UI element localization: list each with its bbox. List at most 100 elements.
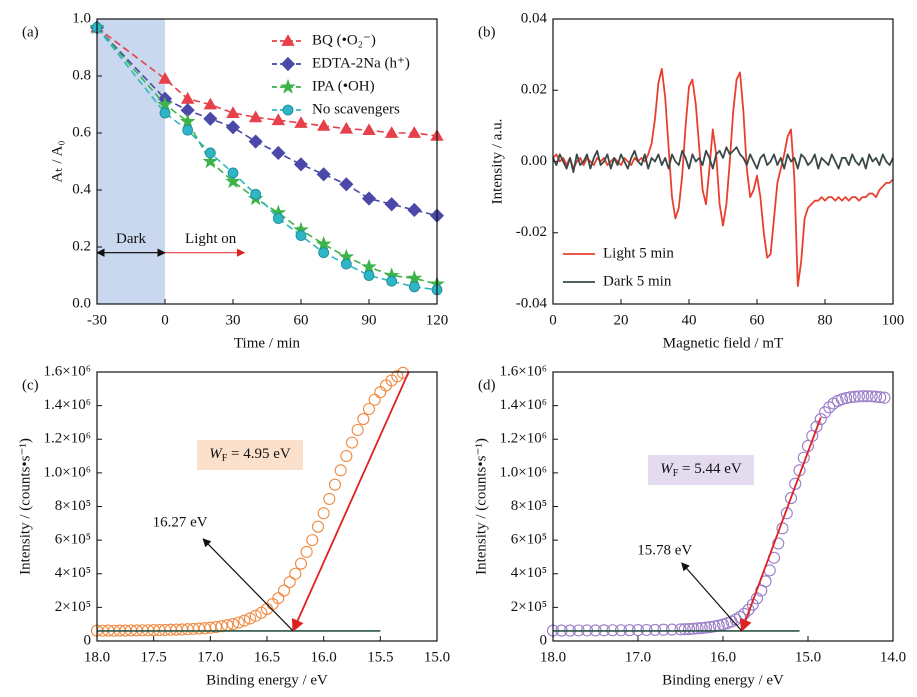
y-tick-label: 1.4×10⁶ bbox=[500, 397, 547, 413]
y-tick-label: 1.2×10⁶ bbox=[500, 431, 547, 447]
y-tick-label: 1.0×10⁶ bbox=[44, 464, 91, 480]
x-tick-label: 15.0 bbox=[795, 649, 821, 665]
cutoff-label: 16.27 eV bbox=[153, 514, 208, 530]
y-tick-label: 1.4×10⁶ bbox=[44, 397, 91, 413]
marker bbox=[248, 110, 263, 123]
y-tick-label: -0.04 bbox=[516, 295, 548, 311]
marker bbox=[318, 247, 330, 259]
marker bbox=[295, 230, 307, 242]
marker bbox=[316, 167, 331, 182]
series-line bbox=[552, 146, 894, 174]
legend-label: Light 5 min bbox=[603, 245, 674, 261]
data-point bbox=[357, 413, 370, 426]
data-point bbox=[878, 391, 891, 404]
y-tick-label: 8×10⁵ bbox=[511, 498, 547, 514]
marker bbox=[248, 134, 263, 149]
panel-label: (c) bbox=[22, 377, 39, 393]
marker bbox=[157, 96, 173, 112]
data-point bbox=[691, 622, 704, 635]
work-function-box bbox=[648, 455, 754, 485]
legend-label: EDTA-2Na (h⁺) bbox=[312, 55, 410, 71]
data-point bbox=[814, 413, 827, 426]
data-point bbox=[657, 623, 670, 636]
x-tick-label: 100 bbox=[882, 312, 905, 328]
marker bbox=[227, 167, 239, 179]
marker bbox=[293, 157, 309, 172]
y-tick-label: 0.0 bbox=[72, 295, 91, 311]
marker bbox=[361, 191, 377, 206]
work-function-box bbox=[197, 440, 303, 470]
data-point bbox=[345, 436, 359, 449]
x-tick-label: 16.0 bbox=[311, 649, 337, 665]
marker bbox=[407, 202, 422, 218]
x-tick-label: 18.0 bbox=[84, 649, 110, 665]
y-tick-label: 0.04 bbox=[521, 10, 548, 26]
data-point bbox=[823, 401, 836, 414]
data-point bbox=[678, 623, 691, 636]
panel-label: (b) bbox=[478, 24, 496, 40]
work-function-symbol: W bbox=[660, 461, 674, 477]
data-point bbox=[687, 622, 700, 635]
marker bbox=[225, 173, 241, 189]
annotation-label: Dark bbox=[116, 231, 146, 247]
data-point bbox=[391, 370, 404, 383]
marker bbox=[225, 120, 241, 135]
legend-label: BQ (•O₂⁻) bbox=[312, 32, 376, 48]
x-axis-label: Time / min bbox=[234, 335, 301, 351]
marker bbox=[384, 197, 399, 212]
data-point bbox=[810, 420, 823, 433]
marker bbox=[204, 147, 216, 159]
legend-label: IPA (•OH) bbox=[312, 78, 375, 94]
marker bbox=[407, 126, 422, 138]
y-tick-label: 2×10⁵ bbox=[55, 599, 91, 615]
fit-line bbox=[291, 371, 410, 633]
x-tick-label: 17.0 bbox=[625, 649, 651, 665]
data-point bbox=[209, 620, 223, 634]
data-point bbox=[306, 534, 319, 547]
work-function-subscript: F bbox=[673, 468, 679, 479]
legend-label: Dark 5 min bbox=[603, 273, 672, 289]
x-tick-label: 15.0 bbox=[424, 649, 450, 665]
data-point bbox=[631, 624, 645, 637]
marker bbox=[280, 78, 296, 94]
data-point bbox=[283, 576, 296, 589]
data-point bbox=[243, 612, 257, 625]
work-function-label: WF = 4.95 eV bbox=[209, 446, 291, 464]
y-tick-label: 4×10⁵ bbox=[511, 565, 547, 581]
data-point bbox=[750, 592, 764, 605]
marker bbox=[250, 188, 262, 200]
marker bbox=[282, 104, 294, 116]
y-axis-label: Intensity / (counts•s⁻¹) bbox=[473, 438, 489, 575]
data-point bbox=[852, 390, 866, 403]
cutoff-arrow bbox=[681, 562, 743, 632]
plot-frame bbox=[552, 18, 894, 305]
cutoff-label: 15.78 eV bbox=[637, 542, 692, 558]
data-point bbox=[784, 492, 798, 505]
marker bbox=[271, 113, 286, 126]
work-function-text: = 4.95 eV bbox=[227, 446, 291, 462]
data-point bbox=[289, 567, 302, 580]
data-point bbox=[334, 464, 347, 477]
data-point bbox=[362, 402, 376, 416]
work-function-subscript: F bbox=[222, 453, 228, 464]
y-tick-label: 0.2 bbox=[72, 238, 91, 254]
data-point bbox=[300, 545, 313, 558]
marker bbox=[316, 119, 331, 131]
panel-label: (a) bbox=[22, 24, 39, 40]
work-function-text: = 5.44 eV bbox=[678, 461, 742, 477]
plot-frame bbox=[552, 371, 894, 642]
plot-frame bbox=[96, 18, 438, 305]
x-tick-label: 17.5 bbox=[141, 649, 167, 665]
marker bbox=[408, 281, 420, 293]
data-point bbox=[249, 609, 262, 622]
marker bbox=[340, 258, 352, 270]
fit-line bbox=[739, 417, 822, 633]
legend-label: No scavengers bbox=[312, 101, 400, 117]
y-tick-label: 0.4 bbox=[72, 181, 91, 197]
marker bbox=[271, 145, 286, 161]
y-tick-label: 6×10⁵ bbox=[55, 532, 91, 548]
data-point bbox=[328, 478, 342, 491]
data-point bbox=[695, 622, 708, 635]
data-point bbox=[648, 623, 662, 636]
